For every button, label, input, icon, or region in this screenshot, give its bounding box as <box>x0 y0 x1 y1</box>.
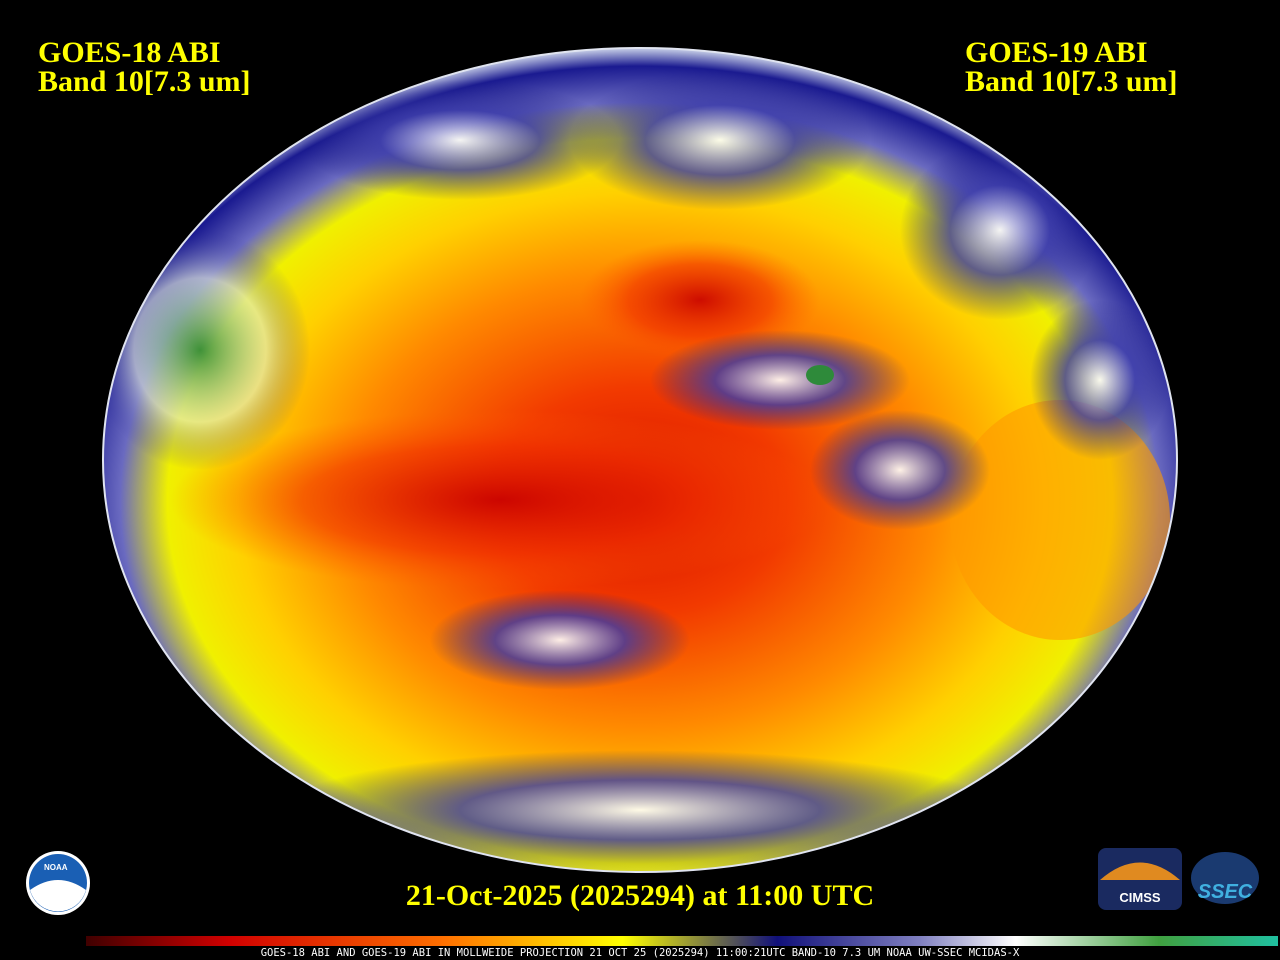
globe-edge <box>102 47 1178 873</box>
right-band: Band 10[7.3 um] <box>965 65 1178 98</box>
noaa-text: NOAA <box>44 863 68 872</box>
color-bar <box>86 936 1278 946</box>
ssec-text: SSEC <box>1198 881 1253 903</box>
footer-text: GOES-18 ABI AND GOES-19 ABI IN MOLLWEIDE… <box>261 947 1020 959</box>
cimss-logo: CIMSS <box>1098 848 1182 910</box>
right-title: GOES-19 ABI <box>965 36 1148 69</box>
left-band: Band 10[7.3 um] <box>38 65 251 98</box>
satellite-image <box>103 48 1177 872</box>
timestamp: 21-Oct-2025 (2025294) at 11:00 UTC <box>406 879 874 912</box>
left-title: GOES-18 ABI <box>38 36 221 69</box>
cimss-text: CIMSS <box>1119 890 1161 905</box>
ssec-logo: SSEC <box>1191 852 1259 904</box>
noaa-logo: NOAA <box>26 851 90 915</box>
